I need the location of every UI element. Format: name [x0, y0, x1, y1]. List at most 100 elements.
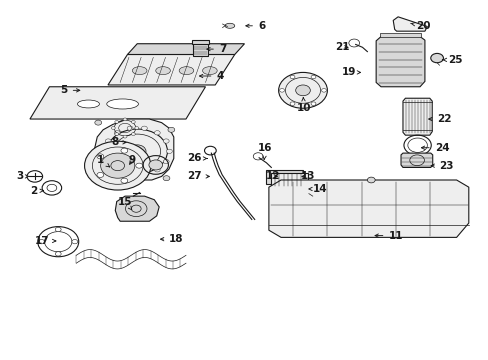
Text: 26: 26 [187, 153, 207, 163]
Circle shape [163, 159, 169, 164]
Text: 15: 15 [118, 197, 132, 210]
Circle shape [123, 135, 127, 138]
Circle shape [97, 154, 103, 159]
Text: 1: 1 [97, 155, 109, 167]
Text: 2: 2 [30, 186, 43, 196]
Circle shape [278, 72, 327, 108]
Text: 25: 25 [442, 55, 462, 65]
Circle shape [295, 85, 310, 96]
Ellipse shape [77, 100, 99, 108]
Text: 10: 10 [296, 98, 310, 113]
Text: 3: 3 [17, 171, 29, 181]
Polygon shape [402, 98, 431, 135]
Circle shape [95, 120, 102, 125]
Text: 12: 12 [265, 171, 280, 181]
Polygon shape [375, 37, 424, 87]
Text: 20: 20 [410, 21, 430, 31]
Circle shape [131, 132, 135, 135]
Circle shape [115, 121, 119, 123]
Circle shape [121, 178, 127, 183]
Circle shape [321, 89, 326, 92]
Circle shape [97, 172, 103, 177]
Ellipse shape [179, 67, 193, 75]
Circle shape [131, 205, 141, 212]
Polygon shape [268, 180, 468, 237]
Text: 17: 17 [35, 236, 56, 246]
Text: 24: 24 [421, 143, 448, 153]
Bar [266, 170, 303, 184]
Bar [271, 173, 307, 186]
Polygon shape [400, 153, 432, 167]
Circle shape [102, 149, 108, 153]
Circle shape [163, 176, 169, 181]
Text: 27: 27 [187, 171, 209, 181]
Polygon shape [93, 119, 173, 185]
Text: 4: 4 [199, 71, 224, 81]
Text: 5: 5 [61, 85, 80, 95]
Circle shape [430, 53, 443, 63]
Circle shape [167, 127, 174, 132]
Circle shape [131, 121, 135, 123]
Circle shape [163, 139, 169, 143]
Circle shape [141, 172, 147, 176]
Text: 7: 7 [206, 44, 226, 54]
Circle shape [55, 227, 61, 231]
Text: 8: 8 [111, 138, 126, 147]
Text: 14: 14 [308, 184, 327, 194]
Text: 19: 19 [342, 67, 360, 77]
Circle shape [84, 141, 151, 190]
Circle shape [101, 153, 135, 178]
Circle shape [289, 75, 294, 79]
Text: 6: 6 [245, 21, 264, 31]
Text: 16: 16 [258, 143, 272, 159]
Circle shape [97, 177, 104, 183]
Polygon shape [127, 44, 244, 54]
Circle shape [127, 172, 133, 176]
Ellipse shape [106, 99, 138, 109]
Circle shape [149, 160, 162, 170]
Bar [192, 40, 208, 44]
Circle shape [72, 239, 78, 244]
Text: 11: 11 [374, 231, 402, 240]
Polygon shape [115, 196, 159, 221]
Circle shape [279, 89, 284, 92]
Circle shape [39, 239, 44, 244]
Circle shape [154, 168, 160, 172]
Circle shape [114, 168, 120, 172]
Circle shape [127, 126, 133, 130]
Text: 18: 18 [160, 234, 183, 244]
Ellipse shape [224, 23, 234, 28]
Circle shape [310, 75, 315, 79]
Text: 22: 22 [428, 114, 451, 124]
Circle shape [136, 163, 142, 168]
Polygon shape [30, 87, 205, 119]
Circle shape [289, 102, 294, 105]
Polygon shape [108, 54, 234, 85]
Text: 23: 23 [430, 161, 453, 171]
Bar [193, 42, 207, 56]
Circle shape [55, 252, 61, 256]
Circle shape [111, 127, 115, 130]
Circle shape [166, 149, 172, 153]
Text: 13: 13 [300, 171, 314, 181]
Circle shape [141, 126, 147, 130]
Circle shape [135, 127, 139, 130]
Text: 9: 9 [128, 155, 136, 165]
Circle shape [105, 139, 111, 143]
Ellipse shape [156, 67, 170, 75]
Circle shape [105, 159, 111, 164]
Circle shape [123, 118, 127, 121]
Bar [379, 33, 420, 37]
Ellipse shape [132, 67, 147, 75]
Text: 21: 21 [334, 42, 348, 52]
Circle shape [366, 177, 374, 183]
Polygon shape [392, 17, 427, 31]
Circle shape [304, 186, 313, 194]
Circle shape [121, 148, 127, 153]
Circle shape [115, 132, 119, 135]
Circle shape [114, 131, 120, 135]
Circle shape [154, 131, 160, 135]
Circle shape [310, 102, 315, 105]
Circle shape [128, 145, 146, 158]
Ellipse shape [202, 67, 217, 75]
